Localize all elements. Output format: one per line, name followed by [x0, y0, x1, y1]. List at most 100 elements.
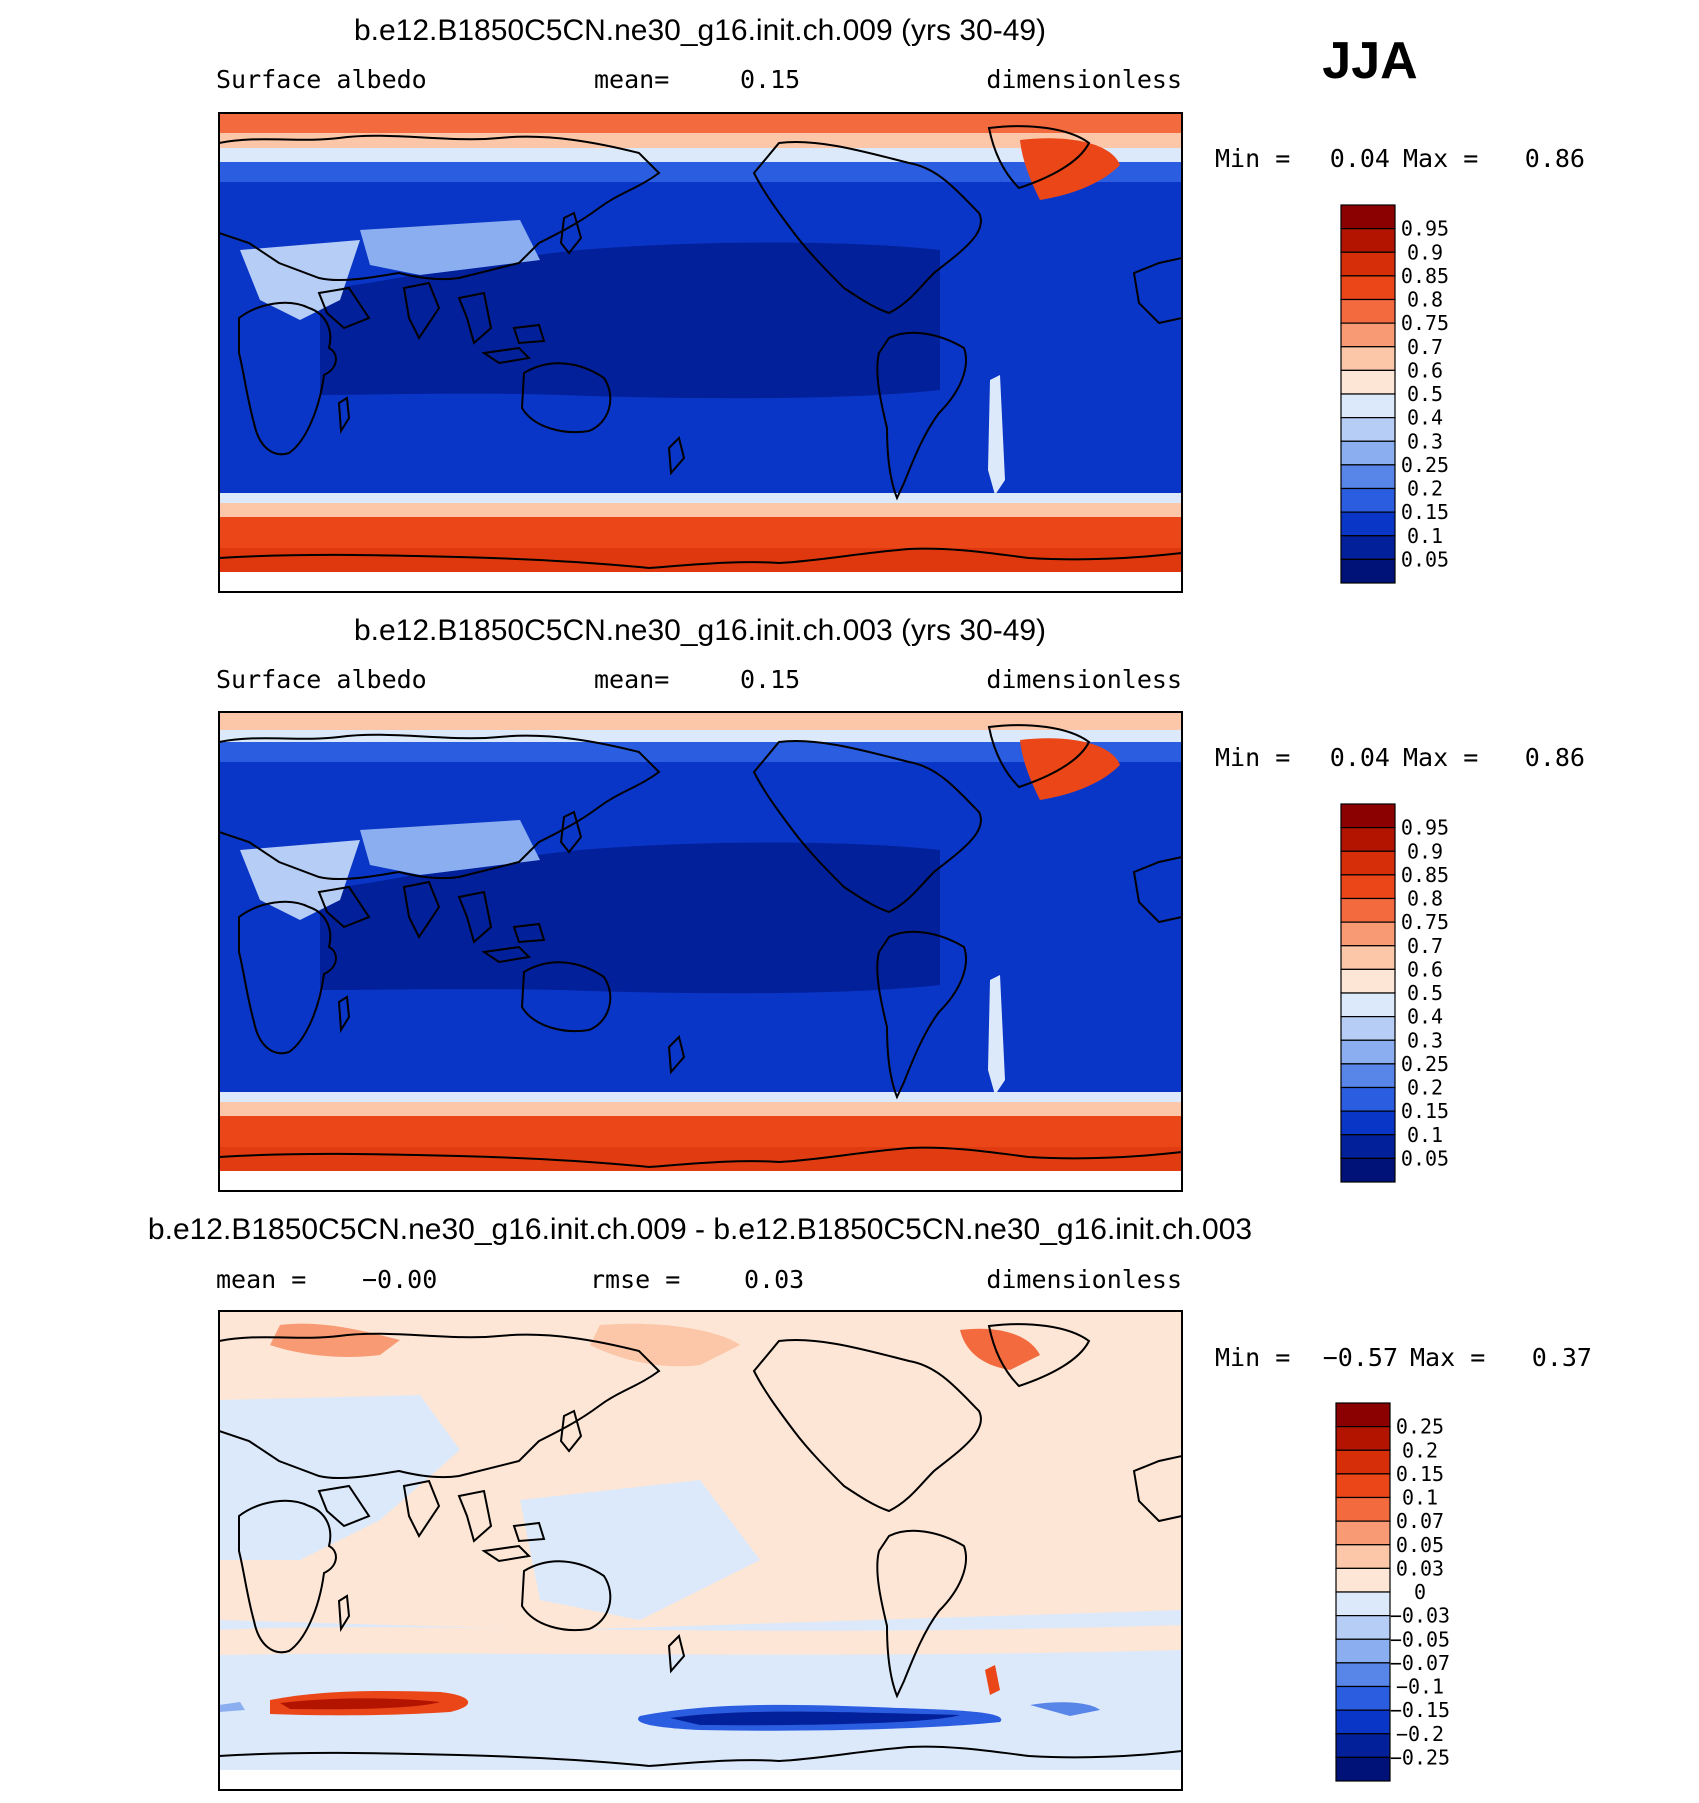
colorbar-tick-label: −0.2 [1396, 1722, 1444, 1746]
colorbar-tick-label: 0.05 [1401, 547, 1449, 571]
panel2-colorbar: 0.950.90.850.80.750.70.60.50.40.30.250.2… [1340, 803, 1449, 1183]
colorbar-tick-label: 0.9 [1407, 240, 1443, 264]
colorbar-tick-label: 0.8 [1407, 887, 1443, 911]
colorbar-tick-label: 0.75 [1401, 311, 1449, 335]
panel1-max-label: Max = [1403, 144, 1478, 173]
colorbar-box [1340, 322, 1396, 348]
colorbar-box [1340, 874, 1396, 900]
colorbar-box [1340, 298, 1396, 324]
colorbar-box [1340, 827, 1396, 852]
colorbar-tick-label: 0.2 [1402, 1438, 1438, 1462]
panel2-min-value: 0.04 [1330, 743, 1390, 772]
panel2-frame [218, 711, 1183, 1192]
colorbar-tick-label: −0.05 [1390, 1627, 1450, 1651]
panel1-frame [218, 112, 1183, 593]
colorbar-tick-label: −0.03 [1390, 1604, 1450, 1628]
colorbar-box [1335, 1473, 1391, 1499]
colorbar-box [1340, 487, 1396, 513]
colorbar-tick-label: 0.25 [1396, 1415, 1444, 1439]
panel3-frame [218, 1310, 1183, 1791]
panel3-min-label: Min = [1215, 1343, 1290, 1372]
colorbar-box [1340, 921, 1396, 947]
colorbar-tick-label: 0.2 [1407, 477, 1443, 501]
colorbar-tick-label: 0.95 [1401, 816, 1449, 840]
colorbar-tick-label: 0.75 [1401, 910, 1449, 934]
panel1-units: dimensionless [986, 65, 1182, 94]
colorbar-box [1340, 945, 1396, 970]
panel2-max-label: Max = [1403, 743, 1478, 772]
season-label: JJA [1322, 32, 1417, 90]
colorbar-box [1335, 1449, 1391, 1475]
panel3-units: dimensionless [986, 1265, 1182, 1294]
colorbar-tick-label: 0.25 [1401, 1052, 1449, 1076]
colorbar-tick-label: 0.85 [1401, 863, 1449, 887]
colorbar-box [1335, 1662, 1391, 1688]
colorbar-tick-label: 0.15 [1396, 1462, 1444, 1486]
panel3-colorbar: 0.250.20.150.10.070.050.030−0.03−0.05−0.… [1335, 1402, 1450, 1782]
colorbar-box [1335, 1496, 1391, 1522]
colorbar-tick-label: 0.05 [1401, 1146, 1449, 1170]
colorbar-box [1335, 1638, 1391, 1664]
colorbar-tick-label: 0.85 [1401, 264, 1449, 288]
colorbar-box [1335, 1733, 1391, 1758]
colorbar-box [1340, 850, 1396, 876]
colorbar-box [1335, 1520, 1391, 1546]
colorbar-box [1335, 1402, 1391, 1428]
colorbar-box [1340, 393, 1396, 419]
colorbar-box [1340, 511, 1396, 537]
colorbar-tick-label: 0.5 [1407, 981, 1443, 1005]
panel1-min-value: 0.04 [1330, 144, 1390, 173]
colorbar-box [1340, 464, 1396, 490]
panel3-max-value: 0.37 [1532, 1343, 1592, 1372]
colorbar-box [1335, 1426, 1391, 1451]
colorbar-tick-label: 0.1 [1402, 1486, 1438, 1510]
colorbar-tick-label: 0.8 [1407, 288, 1443, 312]
colorbar-box [1340, 1134, 1396, 1159]
colorbar-tick-label: 0 [1414, 1580, 1426, 1604]
colorbar-tick-label: 0.15 [1401, 500, 1449, 524]
panel3-mean-value: −0.00 [362, 1265, 437, 1294]
colorbar-box [1335, 1685, 1391, 1711]
colorbar-box [1340, 228, 1396, 253]
colorbar-box [1340, 968, 1396, 994]
panel1-min-label: Min = [1215, 144, 1290, 173]
colorbar-tick-label: 0.4 [1407, 406, 1443, 430]
panel1-max-value: 0.86 [1525, 144, 1585, 173]
panel2-variable-label: Surface albedo [216, 665, 427, 694]
colorbar-box [1340, 204, 1396, 230]
panel3-rmse-label: rmse = [590, 1265, 680, 1294]
colorbar-box [1335, 1567, 1391, 1593]
colorbar-box [1340, 1086, 1396, 1112]
panel3-mean-label: mean = [216, 1265, 306, 1294]
colorbar-tick-label: 0.6 [1407, 358, 1443, 382]
colorbar-tick-label: 0.1 [1407, 524, 1443, 548]
panel3-min-value: −0.57 [1323, 1343, 1398, 1372]
panel2-max-value: 0.86 [1525, 743, 1585, 772]
colorbar-box [1340, 1110, 1396, 1136]
colorbar-tick-label: 0.7 [1407, 335, 1443, 359]
panel2-units: dimensionless [986, 665, 1182, 694]
colorbar-box [1340, 251, 1396, 277]
colorbar-tick-label: 0.6 [1407, 957, 1443, 981]
panel2-title: b.e12.B1850C5CN.ne30_g16.init.ch.003 (yr… [354, 614, 1046, 647]
panel2-mean-value: 0.15 [740, 665, 800, 694]
colorbar-box [1340, 992, 1396, 1018]
colorbar-tick-label: 0.07 [1396, 1509, 1444, 1533]
panel2-min-label: Min = [1215, 743, 1290, 772]
colorbar-tick-label: −0.25 [1390, 1745, 1450, 1769]
colorbar-box [1335, 1544, 1391, 1569]
panel2-map [219, 712, 1182, 1191]
colorbar-box [1340, 346, 1396, 371]
colorbar-tick-label: 0.4 [1407, 1005, 1443, 1029]
panel1-colorbar: 0.950.90.850.80.750.70.60.50.40.30.250.2… [1340, 204, 1449, 584]
colorbar-tick-label: −0.15 [1390, 1698, 1450, 1722]
colorbar-box [1340, 1063, 1396, 1089]
colorbar-box [1340, 1039, 1396, 1065]
colorbar-tick-label: 0.1 [1407, 1123, 1443, 1147]
colorbar-tick-label: 0.7 [1407, 934, 1443, 958]
colorbar-tick-label: 0.3 [1407, 429, 1443, 453]
colorbar-box [1340, 1157, 1396, 1183]
colorbar-box [1340, 558, 1396, 584]
panel3-rmse-value: 0.03 [744, 1265, 804, 1294]
